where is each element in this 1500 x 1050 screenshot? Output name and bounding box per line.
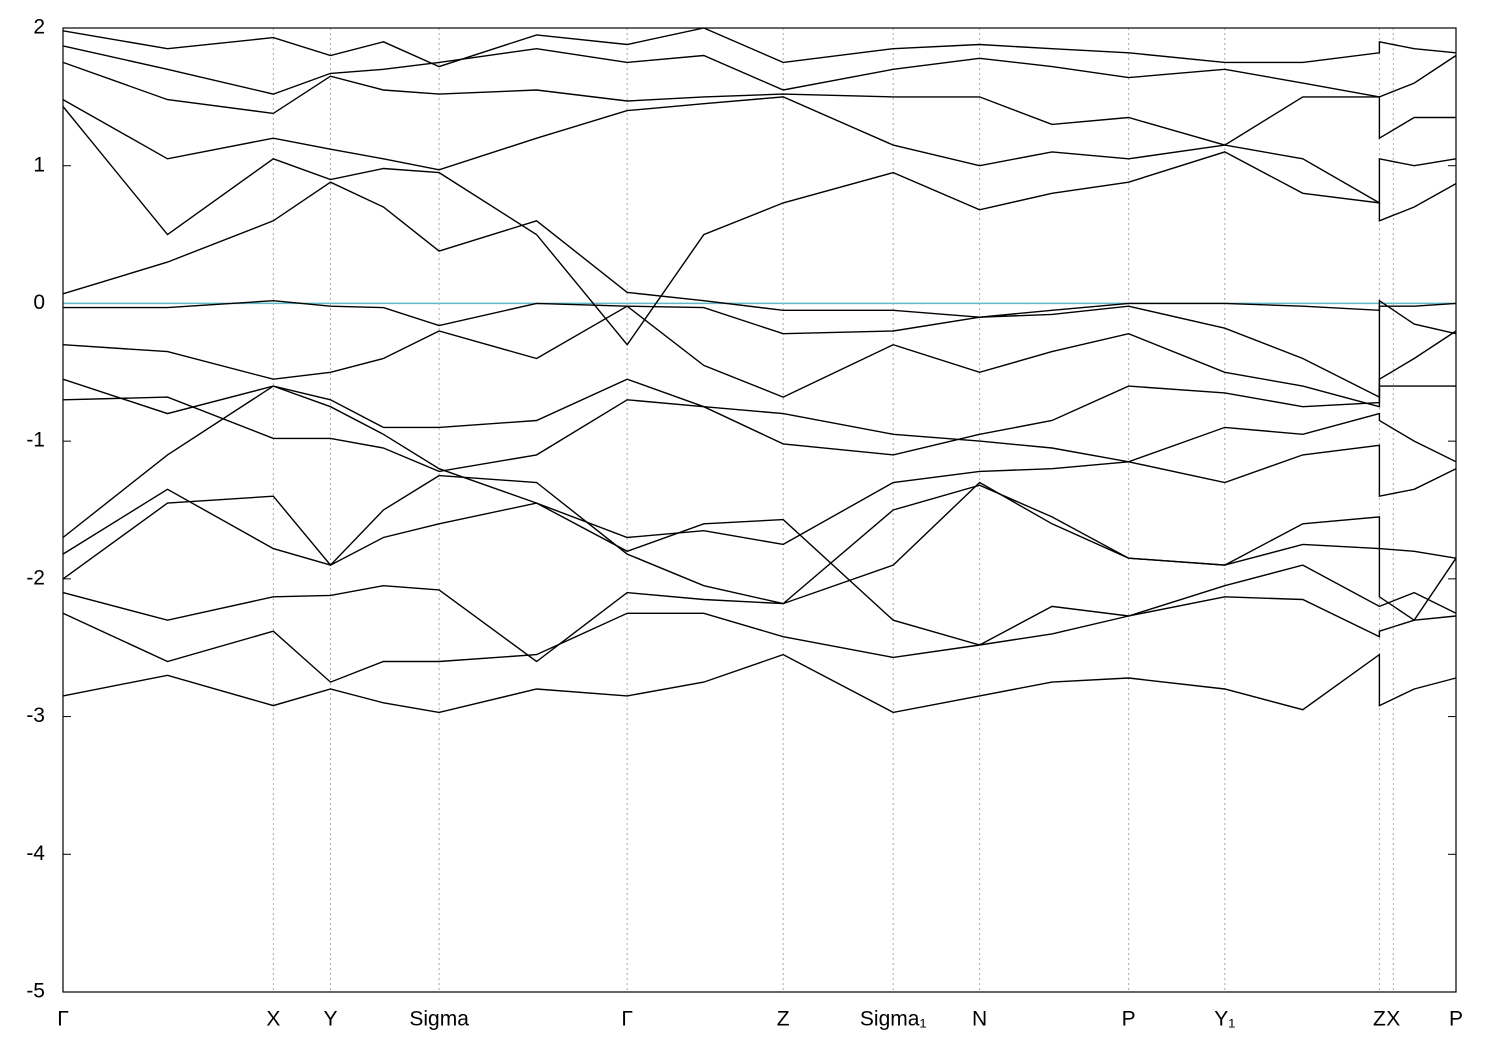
x-tick-label: Z	[777, 1008, 790, 1031]
band-line	[62, 385, 1457, 546]
x-tick-label: Sigma	[409, 1008, 469, 1031]
x-tick-label: P	[1122, 1008, 1136, 1031]
y-tick-label: 2	[33, 16, 45, 39]
x-tick-label: X	[1386, 1008, 1400, 1031]
band-line	[62, 596, 1457, 683]
y-tick-label: 0	[33, 291, 45, 314]
x-tick-label: P	[1449, 1008, 1463, 1031]
x-tick-label: Γ	[621, 1008, 633, 1031]
band-line	[62, 481, 1457, 663]
band-line	[62, 96, 1457, 205]
band-line	[62, 181, 1457, 318]
y-tick-label: -1	[26, 429, 45, 452]
band-line	[62, 378, 1456, 456]
x-tick-label: N	[972, 1008, 987, 1031]
x-tick-label: Z	[1373, 1008, 1386, 1031]
y-tick-label: 1	[33, 153, 45, 176]
x-tick-label: Sigma₁	[860, 1008, 927, 1031]
band-line	[62, 27, 1457, 68]
band-line	[62, 396, 1457, 473]
plot-frame	[62, 27, 1457, 993]
y-tick-label: -5	[26, 980, 45, 1003]
y-tick-label: -2	[26, 566, 45, 589]
band-line	[62, 45, 1457, 98]
band-line	[63, 299, 1457, 399]
band-line	[62, 106, 1457, 346]
x-tick-label: Y₁	[1214, 1008, 1235, 1031]
band-line	[62, 653, 1457, 714]
band-line	[62, 495, 1457, 646]
y-tick-label: -3	[26, 704, 45, 727]
band-line	[62, 474, 1457, 605]
band-line	[62, 305, 1457, 408]
band-line	[62, 61, 1456, 146]
y-tick-label: -4	[26, 842, 45, 865]
x-tick-label: Y	[323, 1008, 337, 1031]
x-tick-label: Γ	[57, 1008, 69, 1031]
x-tick-label: X	[266, 1008, 280, 1031]
